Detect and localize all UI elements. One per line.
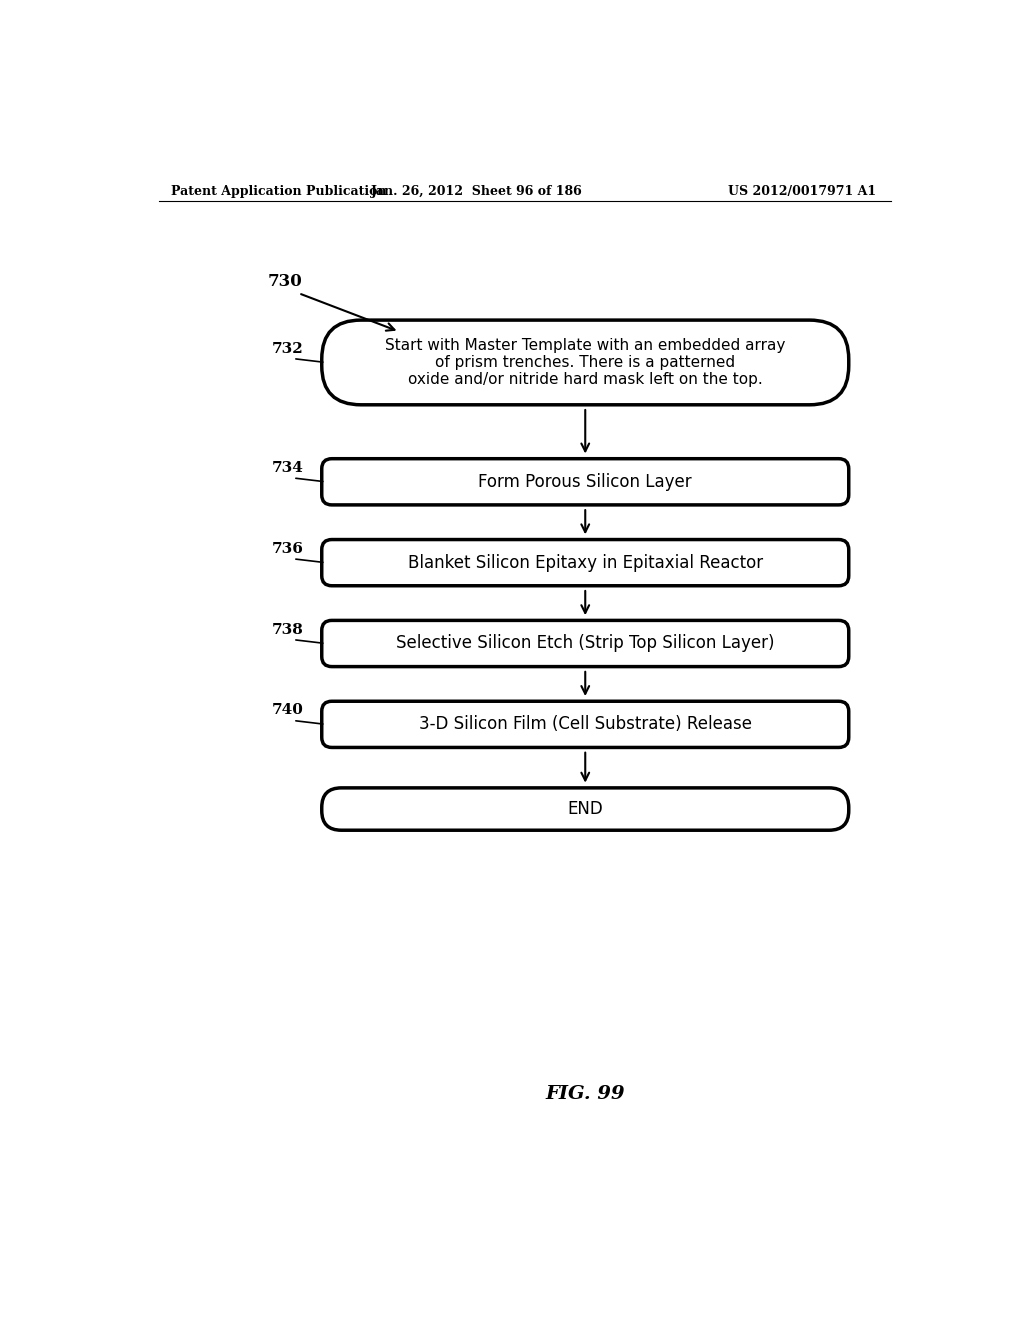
Text: Patent Application Publication: Patent Application Publication bbox=[171, 185, 386, 198]
Text: 738: 738 bbox=[271, 623, 303, 636]
Text: FIG. 99: FIG. 99 bbox=[546, 1085, 625, 1104]
Text: Selective Silicon Etch (Strip Top Silicon Layer): Selective Silicon Etch (Strip Top Silico… bbox=[396, 635, 774, 652]
Text: 736: 736 bbox=[271, 541, 303, 556]
Text: Form Porous Silicon Layer: Form Porous Silicon Layer bbox=[478, 473, 692, 491]
Text: US 2012/0017971 A1: US 2012/0017971 A1 bbox=[728, 185, 876, 198]
FancyBboxPatch shape bbox=[322, 321, 849, 405]
Text: 734: 734 bbox=[271, 461, 303, 475]
FancyBboxPatch shape bbox=[322, 788, 849, 830]
FancyBboxPatch shape bbox=[322, 540, 849, 586]
Text: END: END bbox=[567, 800, 603, 818]
Text: 730: 730 bbox=[267, 273, 302, 290]
Text: 732: 732 bbox=[271, 342, 303, 355]
FancyBboxPatch shape bbox=[322, 620, 849, 667]
Text: Jan. 26, 2012  Sheet 96 of 186: Jan. 26, 2012 Sheet 96 of 186 bbox=[371, 185, 583, 198]
Text: Start with Master Template with an embedded array
of prism trenches. There is a : Start with Master Template with an embed… bbox=[385, 338, 785, 387]
Text: Blanket Silicon Epitaxy in Epitaxial Reactor: Blanket Silicon Epitaxy in Epitaxial Rea… bbox=[408, 553, 763, 572]
Text: 3-D Silicon Film (Cell Substrate) Release: 3-D Silicon Film (Cell Substrate) Releas… bbox=[419, 715, 752, 734]
Text: 740: 740 bbox=[271, 704, 303, 718]
FancyBboxPatch shape bbox=[322, 459, 849, 506]
FancyBboxPatch shape bbox=[322, 701, 849, 747]
